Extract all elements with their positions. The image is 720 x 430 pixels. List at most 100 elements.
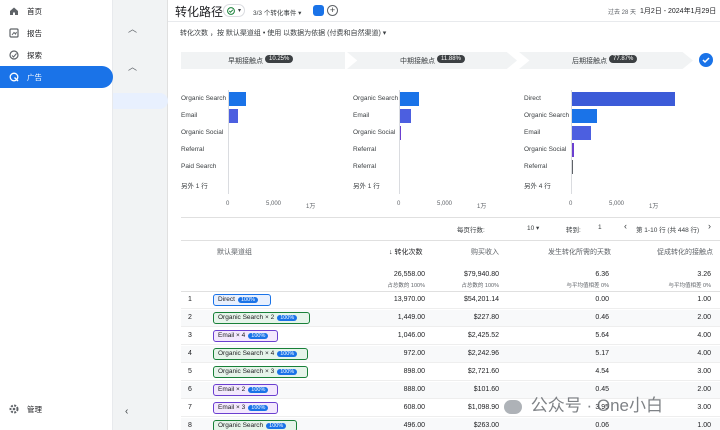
row-index: 3 bbox=[188, 332, 192, 339]
column-header-days[interactable]: 发生转化所需的天数 bbox=[548, 249, 611, 256]
revenue-cell: $54,201.14 bbox=[463, 296, 499, 303]
chart-bar[interactable] bbox=[571, 92, 675, 106]
table-row[interactable]: 5 Organic Search × 3 100% 898.00 $2,721.60 4.… bbox=[181, 364, 720, 381]
row-index: 6 bbox=[188, 386, 192, 393]
channel-tag[interactable]: Direct 100% bbox=[213, 294, 271, 306]
chart-tick-label: 1万 bbox=[649, 204, 659, 210]
gear-icon bbox=[9, 404, 19, 414]
channel-percent-badge: 100% bbox=[277, 369, 298, 375]
table-row[interactable]: 3 Email × 4 100% 1,046.00 $2,425.52 5.64 4.00 bbox=[181, 328, 720, 345]
rows-per-page-label: 每页行数: bbox=[457, 227, 485, 234]
channel-tag[interactable]: Email × 2 100% bbox=[213, 384, 278, 396]
chart-bar[interactable] bbox=[228, 109, 239, 123]
channel-tag[interactable]: Email × 4 100% bbox=[213, 330, 278, 342]
chart-settings[interactable]: 转化次数 ，按 默认渠道组 • 使用 以数据为依据 (付费和自然渠道) ▾ bbox=[180, 30, 387, 37]
goto-input[interactable]: 1 bbox=[598, 224, 602, 231]
channel-tag[interactable]: Organic Search × 4 100% bbox=[213, 348, 308, 360]
stage-label: 早期接触点 bbox=[228, 58, 263, 65]
channel-tag[interactable]: Organic Search × 3 100% bbox=[213, 366, 308, 378]
chart-category-label: Organic Search bbox=[524, 112, 570, 119]
nav-item-reports[interactable]: 报告 bbox=[0, 22, 113, 44]
revenue-cell: $101.60 bbox=[473, 386, 499, 393]
table-row[interactable]: 4 Organic Search × 4 100% 972.00 $2,242.96 5.… bbox=[181, 346, 720, 363]
channel-percent-badge: 100% bbox=[248, 333, 269, 339]
chart-bar[interactable] bbox=[399, 109, 411, 123]
date-range[interactable]: 1月2日 - 2024年1月29日 bbox=[640, 8, 717, 15]
filter-icon[interactable] bbox=[313, 5, 324, 16]
watermark: 公众号 · One小白 bbox=[504, 391, 663, 416]
nav-item-advertising[interactable]: 广告 bbox=[0, 66, 113, 88]
channel-percent-badge: 100% bbox=[266, 423, 287, 429]
column-header-conversions[interactable]: ↓ 转化次数 bbox=[389, 249, 423, 256]
next-page-icon[interactable]: › bbox=[708, 221, 711, 231]
channel-label: Organic Search × 3 bbox=[218, 368, 275, 375]
stage-late[interactable]: 后期接触点 77.87% bbox=[519, 52, 693, 69]
status-chip[interactable]: ▾ bbox=[223, 4, 245, 17]
conversions-cell: 608.00 bbox=[403, 404, 425, 411]
column-header-revenue[interactable]: 购买收入 bbox=[471, 249, 499, 256]
check-circle-icon bbox=[227, 7, 235, 15]
table-row[interactable]: 6 Email × 2 100% 888.00 $101.60 0.45 2.00 bbox=[181, 382, 720, 399]
collapse-icon[interactable]: ‹ bbox=[125, 406, 129, 417]
days-cell: 0.00 bbox=[595, 296, 609, 303]
left-nav: 首页 报告 探索 广告 管理 bbox=[0, 0, 113, 430]
stage-mid[interactable]: 中期接触点 11.88% bbox=[347, 52, 517, 69]
channel-percent-badge: 100% bbox=[248, 387, 269, 393]
chart-bar[interactable] bbox=[399, 92, 419, 106]
stage-badge: 77.87% bbox=[609, 55, 638, 63]
chevron-up-icon[interactable]: ︿ bbox=[128, 24, 138, 34]
channel-tag[interactable]: Organic Search 100% bbox=[213, 420, 297, 430]
events-selector[interactable]: 3/3 个转化事件 ▾ bbox=[253, 10, 302, 17]
chart-bar[interactable] bbox=[571, 143, 574, 157]
chart-bar[interactable] bbox=[571, 109, 597, 123]
chart-category-label: Paid Search bbox=[181, 163, 217, 170]
chart-tick-label: 0 bbox=[397, 201, 401, 207]
column-header-channel[interactable]: 默认渠道组 bbox=[217, 249, 252, 256]
page-title: 转化路径 bbox=[175, 5, 224, 19]
chart-tick-label: 5,000 bbox=[437, 201, 453, 207]
chart-bar[interactable] bbox=[571, 126, 591, 140]
chart-bar[interactable] bbox=[228, 92, 246, 106]
days-cell: 0.06 bbox=[595, 422, 609, 429]
channel-tag[interactable]: Email × 3 100% bbox=[213, 402, 278, 414]
nav-item-explore[interactable]: 探索 bbox=[0, 44, 113, 66]
touchpoints-cell: 2.00 bbox=[697, 314, 711, 321]
chart-category-label: Email bbox=[353, 112, 370, 119]
check-icon[interactable] bbox=[699, 53, 713, 67]
touchpoints-cell: 1.00 bbox=[697, 422, 711, 429]
rows-per-page-select[interactable]: 10 ▾ bbox=[527, 225, 540, 232]
revenue-cell: $1,098.90 bbox=[467, 404, 499, 411]
total-sub: 占总数的 100% bbox=[461, 283, 499, 289]
revenue-cell: $263.00 bbox=[473, 422, 499, 429]
table-row[interactable]: 8 Organic Search 100% 496.00 $263.00 0.06 1.00 bbox=[181, 418, 720, 430]
nav-label: 首页 bbox=[27, 6, 42, 16]
channel-label: Organic Search × 4 bbox=[218, 350, 275, 357]
touchpoints-cell: 1.00 bbox=[697, 296, 711, 303]
panel-selected-item[interactable] bbox=[113, 93, 168, 109]
nav-item-admin[interactable]: 管理 bbox=[0, 398, 113, 420]
table-row[interactable]: 1 Direct 100% 13,970.00 $54,201.14 0.00 1.00 bbox=[181, 292, 720, 309]
chart-category-label: Referral bbox=[181, 146, 205, 153]
chart-category-label: Referral bbox=[524, 163, 548, 170]
channel-label: Organic Search bbox=[218, 422, 264, 429]
nav-label: 广告 bbox=[27, 72, 42, 82]
days-cell: 5.17 bbox=[595, 350, 609, 357]
chart-category-label: Direct bbox=[524, 95, 541, 102]
table-row[interactable]: 2 Organic Search × 2 100% 1,449.00 $227.80 0.… bbox=[181, 310, 720, 327]
chart-category-label: Organic Social bbox=[353, 129, 396, 136]
nav-label: 报告 bbox=[27, 28, 42, 38]
home-icon bbox=[9, 6, 19, 16]
nav-item-home[interactable]: 首页 bbox=[0, 0, 113, 22]
chevron-up-icon[interactable]: ︿ bbox=[128, 62, 138, 72]
touchpoints-cell: 4.00 bbox=[697, 350, 711, 357]
stage-early[interactable]: 早期接触点 10.25% bbox=[181, 52, 345, 69]
add-icon[interactable]: + bbox=[327, 5, 338, 16]
prev-page-icon[interactable]: ‹ bbox=[624, 221, 627, 231]
table-row[interactable]: 7 Email × 3 100% 608.00 $1,098.90 3.95 3.00 bbox=[181, 400, 720, 417]
column-header-touchpoints[interactable]: 促成转化的接触点 bbox=[657, 249, 713, 256]
total-sub: 占总数的 100% bbox=[387, 283, 425, 289]
channel-tag[interactable]: Organic Search × 2 100% bbox=[213, 312, 310, 324]
explore-icon bbox=[9, 50, 19, 60]
chart-category-label: 另外 4 行 bbox=[524, 183, 551, 190]
revenue-cell: $2,425.52 bbox=[467, 332, 499, 339]
